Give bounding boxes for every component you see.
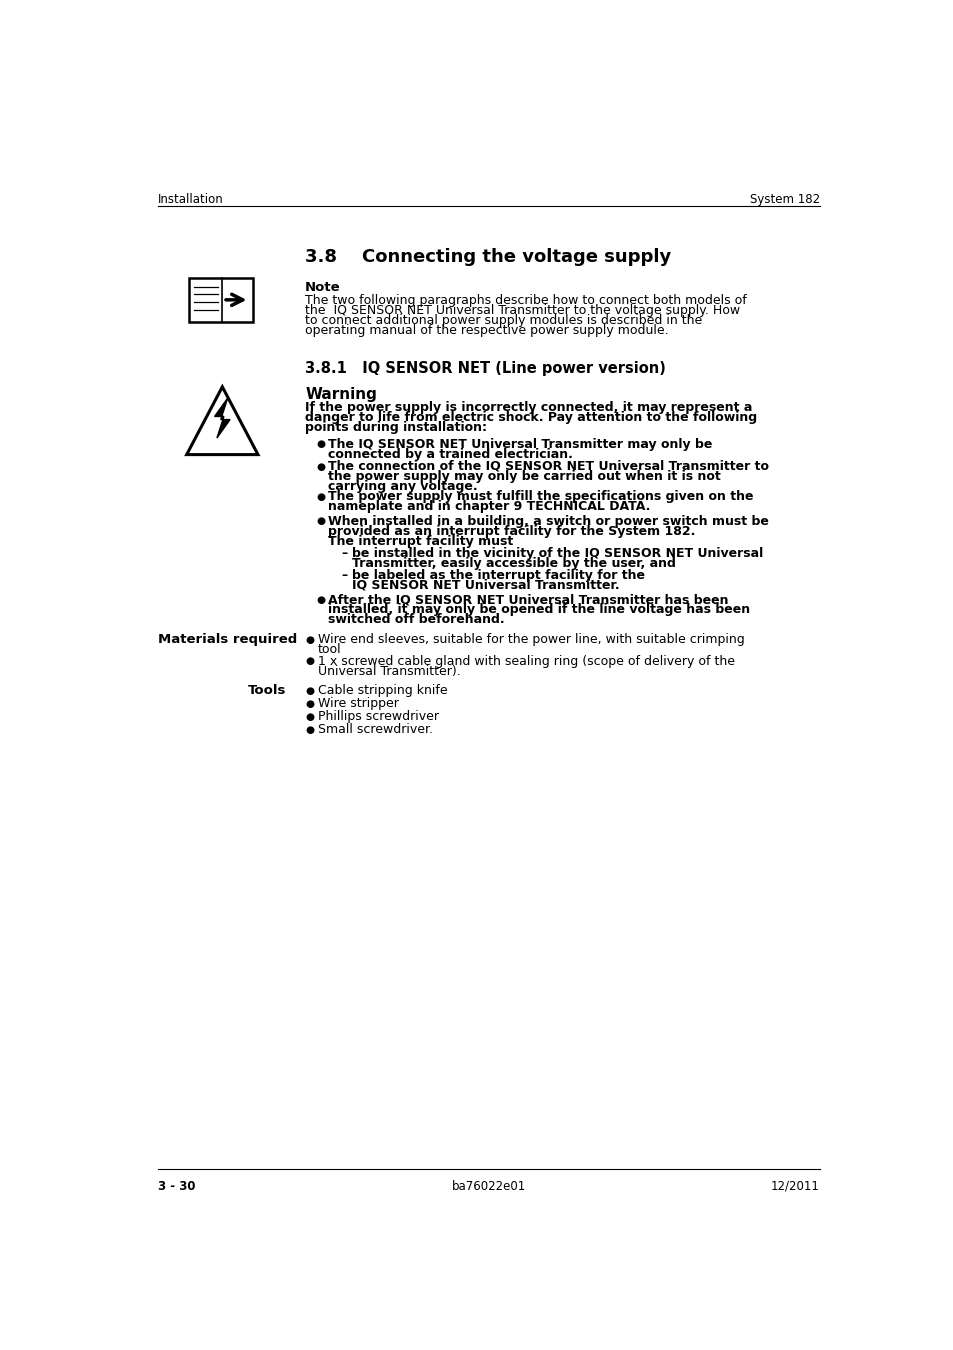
Text: Note: Note — [305, 281, 340, 294]
Text: be installed in the vicinity of the IQ SENSOR NET Universal: be installed in the vicinity of the IQ S… — [352, 547, 762, 560]
Text: operating manual of the respective power supply module.: operating manual of the respective power… — [305, 324, 668, 338]
Text: provided as an interrupt facility for the System 182.: provided as an interrupt facility for th… — [328, 525, 695, 537]
Text: danger to life from electric shock. Pay attention to the following: danger to life from electric shock. Pay … — [305, 410, 757, 424]
Text: If the power supply is incorrectly connected, it may represent a: If the power supply is incorrectly conne… — [305, 401, 752, 413]
Text: ●: ● — [305, 656, 314, 667]
Text: to connect additional power supply modules is described in the: to connect additional power supply modul… — [305, 315, 701, 328]
Text: ●: ● — [305, 686, 314, 695]
Text: installed, it may only be opened if the line voltage has been: installed, it may only be opened if the … — [328, 603, 750, 616]
Text: The interrupt facility must: The interrupt facility must — [328, 535, 514, 548]
Text: Warning: Warning — [305, 387, 376, 402]
Text: Installation: Installation — [158, 193, 224, 205]
Text: When installed in a building, a switch or power switch must be: When installed in a building, a switch o… — [328, 514, 768, 528]
Text: ●: ● — [315, 491, 325, 502]
Text: carrying any voltage.: carrying any voltage. — [328, 481, 477, 493]
Text: ●: ● — [305, 711, 314, 722]
Text: 12/2011: 12/2011 — [770, 1180, 819, 1193]
Text: 3.8.1   IQ SENSOR NET (Line power version): 3.8.1 IQ SENSOR NET (Line power version) — [305, 360, 665, 375]
Text: –: – — [340, 568, 347, 582]
Text: ●: ● — [315, 462, 325, 471]
Text: Wire end sleeves, suitable for the power line, with suitable crimping: Wire end sleeves, suitable for the power… — [317, 633, 743, 647]
Text: tool: tool — [317, 643, 341, 656]
Text: switched off beforehand.: switched off beforehand. — [328, 613, 504, 626]
Text: 3 - 30: 3 - 30 — [158, 1180, 195, 1193]
Text: ba76022e01: ba76022e01 — [452, 1180, 525, 1193]
Bar — [189, 278, 253, 323]
Polygon shape — [214, 398, 230, 437]
Text: Small screwdriver.: Small screwdriver. — [317, 724, 433, 736]
Text: nameplate and in chapter 9 TECHNICAL DATA.: nameplate and in chapter 9 TECHNICAL DAT… — [328, 500, 650, 513]
Text: Tools: Tools — [247, 684, 286, 697]
Text: System 182: System 182 — [749, 193, 819, 205]
Text: Phillips screwdriver: Phillips screwdriver — [317, 710, 438, 724]
Text: Cable stripping knife: Cable stripping knife — [317, 684, 447, 697]
Text: the power supply may only be carried out when it is not: the power supply may only be carried out… — [328, 470, 720, 483]
Text: The connection of the IQ SENSOR NET Universal Transmitter to: The connection of the IQ SENSOR NET Univ… — [328, 460, 769, 472]
Text: the  IQ SENSOR NET Universal Transmitter to the voltage supply. How: the IQ SENSOR NET Universal Transmitter … — [305, 305, 740, 317]
Text: The power supply must fulfill the specifications given on the: The power supply must fulfill the specif… — [328, 490, 753, 504]
Text: points during installation:: points during installation: — [305, 421, 487, 433]
Text: connected by a trained electrician.: connected by a trained electrician. — [328, 448, 573, 460]
Text: 1 x screwed cable gland with sealing ring (scope of delivery of the: 1 x screwed cable gland with sealing rin… — [317, 655, 734, 668]
Text: ●: ● — [305, 699, 314, 709]
Text: 3.8    Connecting the voltage supply: 3.8 Connecting the voltage supply — [305, 248, 671, 266]
Text: ●: ● — [315, 516, 325, 526]
Text: ●: ● — [305, 725, 314, 734]
Text: Wire stripper: Wire stripper — [317, 697, 398, 710]
Text: be labeled as the interrupt facility for the: be labeled as the interrupt facility for… — [352, 568, 644, 582]
Text: –: – — [340, 547, 347, 560]
Text: The IQ SENSOR NET Universal Transmitter may only be: The IQ SENSOR NET Universal Transmitter … — [328, 437, 712, 451]
Text: ●: ● — [305, 634, 314, 645]
Text: The two following paragraphs describe how to connect both models of: The two following paragraphs describe ho… — [305, 294, 746, 308]
Text: Universal Transmitter).: Universal Transmitter). — [317, 664, 460, 678]
Text: ●: ● — [315, 439, 325, 450]
Text: IQ SENSOR NET Universal Transmitter.: IQ SENSOR NET Universal Transmitter. — [352, 579, 618, 591]
Text: Materials required: Materials required — [158, 633, 297, 647]
Text: ●: ● — [315, 595, 325, 605]
Text: After the IQ SENSOR NET Universal Transmitter has been: After the IQ SENSOR NET Universal Transm… — [328, 593, 728, 606]
Text: Transmitter, easily accessible by the user, and: Transmitter, easily accessible by the us… — [352, 558, 675, 570]
